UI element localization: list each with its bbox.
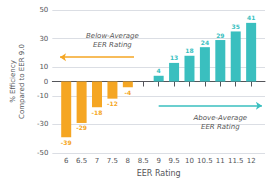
- svg-text:7.5: 7.5: [107, 157, 118, 165]
- svg-text:29: 29: [216, 32, 224, 39]
- svg-text:24: 24: [201, 39, 209, 46]
- svg-text:% Efficiency: % Efficiency: [9, 60, 17, 103]
- svg-text:EER Rating: EER Rating: [93, 41, 132, 49]
- svg-text:50: 50: [39, 6, 48, 14]
- svg-text:EER Rating: EER Rating: [201, 123, 240, 131]
- svg-text:-18: -18: [92, 109, 103, 116]
- svg-text:0: 0: [44, 78, 48, 86]
- svg-text:41: 41: [247, 14, 255, 21]
- svg-text:30: 30: [39, 35, 48, 43]
- svg-text:6: 6: [64, 157, 69, 165]
- svg-text:7: 7: [95, 157, 99, 165]
- svg-text:8: 8: [126, 157, 130, 165]
- svg-text:Compared to EER 9.0: Compared to EER 9.0: [18, 44, 26, 119]
- svg-text:11: 11: [216, 157, 225, 165]
- svg-text:10: 10: [39, 63, 48, 71]
- svg-text:35: 35: [232, 23, 240, 30]
- svg-text:Below-Average: Below-Average: [86, 32, 139, 40]
- svg-text:Above-Average: Above-Average: [192, 114, 247, 122]
- svg-text:-4: -4: [125, 89, 132, 96]
- svg-text:6.5: 6.5: [76, 157, 87, 165]
- svg-text:11.5: 11.5: [228, 157, 244, 165]
- svg-text:13: 13: [170, 54, 178, 61]
- svg-text:9.5: 9.5: [169, 157, 180, 165]
- svg-text:10.5: 10.5: [197, 157, 213, 165]
- svg-text:4: 4: [157, 67, 161, 74]
- svg-text:-29: -29: [76, 124, 87, 131]
- svg-text:-50: -50: [37, 149, 48, 157]
- svg-text:10: 10: [185, 157, 194, 165]
- svg-text:-12: -12: [107, 100, 118, 107]
- svg-text:-39: -39: [61, 139, 72, 146]
- svg-text:18: 18: [185, 47, 193, 54]
- svg-text:-10: -10: [37, 92, 48, 100]
- svg-text:9: 9: [156, 157, 160, 165]
- svg-text:EER Rating: EER Rating: [137, 169, 181, 178]
- svg-text:12: 12: [247, 157, 256, 165]
- svg-text:-30: -30: [37, 120, 48, 128]
- svg-text:8.5: 8.5: [138, 157, 149, 165]
